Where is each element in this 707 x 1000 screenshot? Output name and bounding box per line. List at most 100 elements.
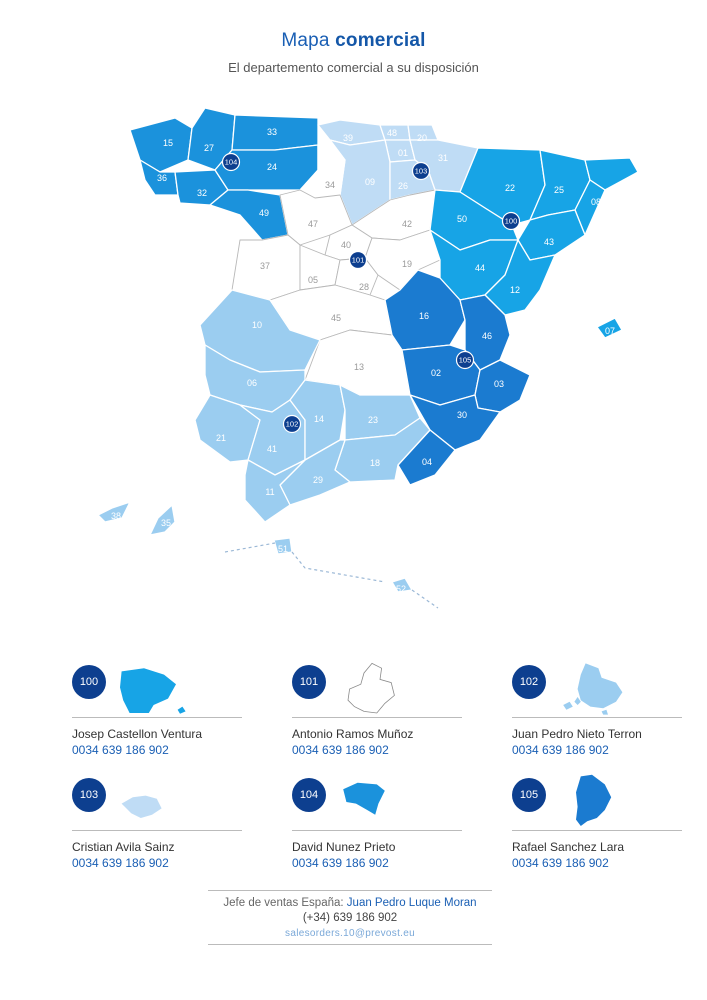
agent-phone[interactable]: 0034 639 186 902 <box>292 743 389 757</box>
zone-badge-label: 102 <box>286 420 299 429</box>
province-35[interactable] <box>149 504 176 536</box>
province-code-01: 01 <box>398 148 408 158</box>
zone-badge-label: 103 <box>415 167 428 176</box>
agent-name: David Nunez Prieto <box>292 840 396 854</box>
title-light: Mapa <box>281 30 330 51</box>
northeast-zone-icon <box>120 668 186 714</box>
province-code-10: 10 <box>252 320 262 330</box>
agent-divider <box>512 830 682 831</box>
agent-card-103: 103 Cristian Avila Sainz 0034 639 186 902 <box>72 768 272 870</box>
zone-badge-label: 104 <box>225 158 238 167</box>
zone-shape <box>563 663 623 715</box>
zone-shape <box>121 795 162 818</box>
agent-phone[interactable]: 0034 639 186 902 <box>292 856 389 870</box>
province-38[interactable] <box>97 501 131 523</box>
sales-head-label: Jefe de ventas España: <box>223 897 344 909</box>
province-49[interactable] <box>209 189 289 241</box>
zone-badge-100[interactable]: 100 <box>501 211 521 231</box>
agent-card-105: 105 Rafael Sanchez Lara 0034 639 186 902 <box>512 768 707 870</box>
spain-sales-map: 01 02 03 04 05 06 07 08 09 10 11 12 13 14 15 16 17 18 19 20… <box>97 107 639 609</box>
province-15[interactable] <box>129 117 193 173</box>
sales-head-email[interactable]: salesorders.10@prevost.eu <box>285 928 415 939</box>
footer-top-rule <box>208 890 492 891</box>
agent-badge: 100 <box>72 665 106 699</box>
zone-badge-103[interactable]: 103 <box>411 161 431 181</box>
province-code-47: 47 <box>308 219 318 229</box>
agent-badge: 103 <box>72 778 106 812</box>
province-code-27: 27 <box>204 143 214 153</box>
province-code-08: 08 <box>591 197 601 207</box>
province-code-24: 24 <box>267 162 277 172</box>
agent-card-101: 101 Antonio Ramos Muñoz 0034 639 186 902 <box>292 655 492 757</box>
province-code-25: 25 <box>554 185 564 195</box>
agent-divider <box>72 717 242 718</box>
agent-divider <box>512 717 682 718</box>
agent-divider <box>292 830 462 831</box>
zone-shape <box>576 774 612 826</box>
province-code-04: 04 <box>422 457 432 467</box>
zone-badge-circle <box>348 250 368 270</box>
province-code-21: 21 <box>216 433 226 443</box>
province-12[interactable] <box>484 239 556 316</box>
agent-name: Rafael Sanchez Lara <box>512 840 625 854</box>
province-code-15: 15 <box>163 138 173 148</box>
page-title: Mapa comercial <box>0 30 707 52</box>
footer-bottom-rule <box>208 944 492 945</box>
province-code-29: 29 <box>313 475 323 485</box>
agent-name: Antonio Ramos Muñoz <box>292 727 414 741</box>
zone-badge-circle <box>501 211 521 231</box>
province-17[interactable] <box>584 157 639 191</box>
province-code-32: 32 <box>197 188 207 198</box>
zone-badge-label: 101 <box>352 256 365 265</box>
province-code-22: 22 <box>505 183 515 193</box>
province-code-43: 43 <box>544 237 554 247</box>
province-code-11: 11 <box>265 487 274 497</box>
agent-badge: 101 <box>292 665 326 699</box>
title-bold: comercial <box>335 30 426 51</box>
zone-shape <box>343 782 385 815</box>
agent-divider <box>72 830 242 831</box>
agent-phone[interactable]: 0034 639 186 902 <box>72 743 169 757</box>
page-subtitle: El departemento comercial a su disposici… <box>228 60 479 75</box>
zone-badge-105[interactable]: 105 <box>455 350 475 370</box>
province-code-labels: 01 02 03 04 05 06 07 08 09 10 11 12 13 14 15 16 17 18 19 20… <box>111 127 633 594</box>
province-code-26: 26 <box>398 181 408 191</box>
agent-badge: 104 <box>292 778 326 812</box>
province-code-33: 33 <box>267 127 277 137</box>
agent-phone[interactable]: 0034 639 186 902 <box>72 856 169 870</box>
zone-badge-104[interactable]: 104 <box>221 152 241 172</box>
agent-card-104: 104 David Nunez Prieto 0034 639 186 902 <box>292 768 492 870</box>
province-code-51: 51 <box>278 544 288 554</box>
province-code-02: 02 <box>431 368 441 378</box>
province-code-14: 14 <box>314 414 324 424</box>
province-code-42: 42 <box>402 219 412 229</box>
zone-badge-circle <box>221 152 241 172</box>
northwest-zone-icon <box>343 782 385 815</box>
zone-badge-label: 105 <box>459 356 472 365</box>
province-code-30: 30 <box>457 410 467 420</box>
province-code-20: 20 <box>417 133 427 143</box>
province-07[interactable] <box>596 317 623 339</box>
agent-phone[interactable]: 0034 639 186 902 <box>512 856 609 870</box>
province-11[interactable] <box>244 459 306 523</box>
province-code-18: 18 <box>370 458 380 468</box>
province-code-12: 12 <box>510 285 520 295</box>
province-14[interactable] <box>289 379 346 461</box>
zone-badge-circle <box>455 350 475 370</box>
sales-head-phone: (+34) 639 186 902 <box>302 912 398 924</box>
agent-phone[interactable]: 0034 639 186 902 <box>512 743 609 757</box>
province-code-45: 45 <box>331 313 341 323</box>
zone-badges: 100 101 102 103 104 105 <box>221 152 521 434</box>
province-code-35: 35 <box>161 518 171 528</box>
province-code-41: 41 <box>267 444 277 454</box>
sales-head: Jefe de ventas España: Juan Pedro Luque … <box>208 897 492 909</box>
agent-name: Josep Castellon Ventura <box>72 727 203 741</box>
south-zone-icon <box>563 663 623 715</box>
maritime-boundary-line <box>224 542 439 609</box>
zone-shape <box>347 662 395 714</box>
province-code-39: 39 <box>343 133 353 143</box>
zone-badge-102[interactable]: 102 <box>282 414 302 434</box>
agent-card-102: 102 Juan Pedro Nieto Terron 0034 639 186 9… <box>512 655 707 757</box>
zone-badge-101[interactable]: 101 <box>348 250 368 270</box>
province-code-38: 38 <box>111 511 121 521</box>
